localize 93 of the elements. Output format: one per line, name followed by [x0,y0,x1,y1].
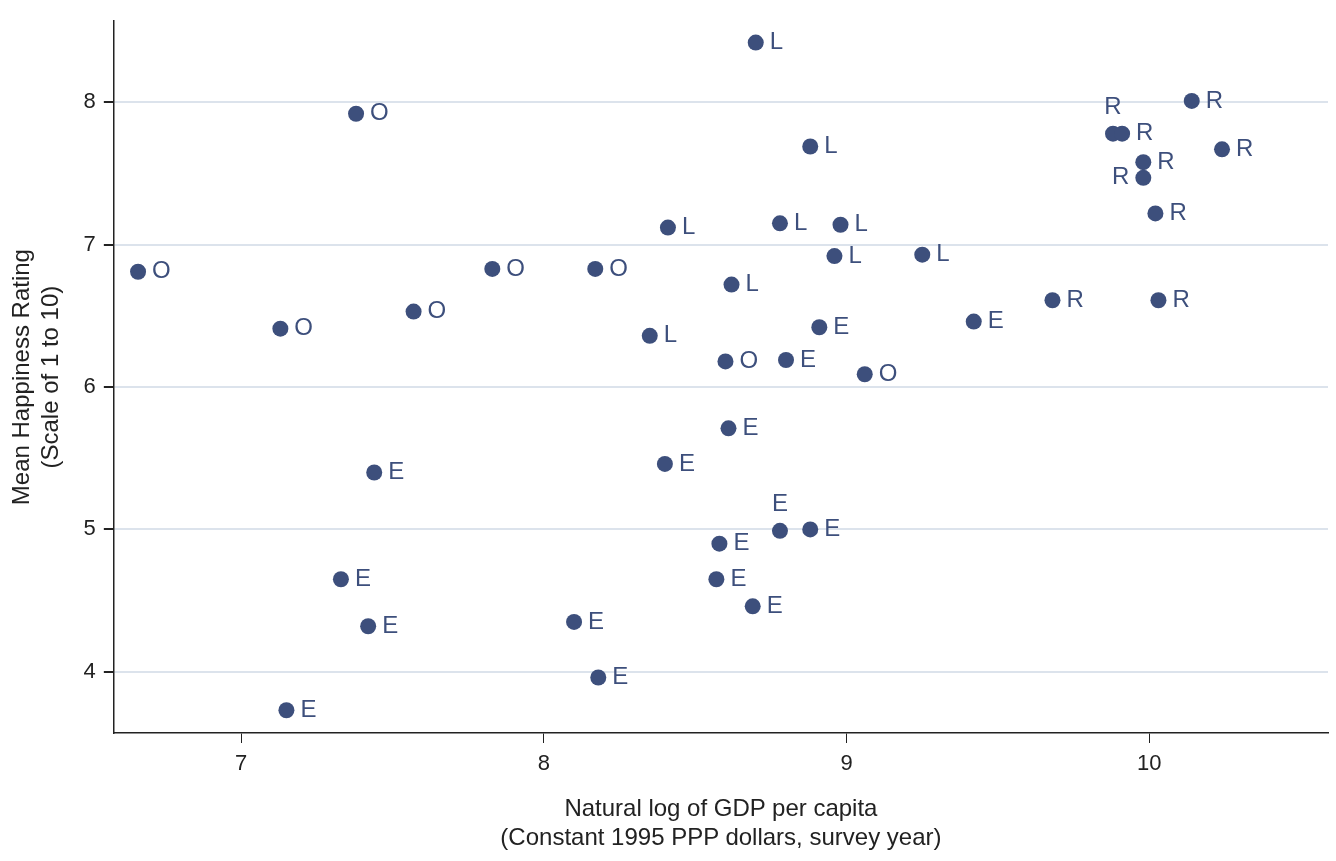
data-label: R [1172,284,1190,312]
data-label: E [300,694,317,722]
point [832,216,849,233]
point [1135,154,1152,171]
point [1183,92,1200,109]
point [723,276,740,293]
y-tick-label: 7 [83,230,96,256]
y-axis-title: Mean Happiness Rating (Scale of 1 to 10) [7,249,63,506]
point [278,702,295,719]
y-tick-label: 5 [83,515,96,541]
point [802,521,819,538]
point [914,246,931,263]
data-label: E [833,311,850,339]
point [811,319,828,336]
point [1135,169,1152,186]
x-tick-label: 9 [840,750,853,776]
data-label: R [1157,146,1175,174]
data-label: E [588,606,605,634]
point [771,215,788,232]
data-label: R [1205,85,1224,113]
point [1214,141,1231,158]
point [332,571,349,588]
point [405,303,422,320]
data-label: R [1104,92,1122,120]
point [771,522,788,539]
data-label: L [848,240,862,268]
point [1044,292,1061,309]
point [587,260,604,277]
data-label: E [800,344,817,372]
y-tick-label: 8 [83,88,96,114]
data-label: E [388,457,405,485]
point [747,34,764,51]
data-label: E [742,412,759,440]
point [1147,205,1164,222]
x-axis-title: Natural log of GDP per capita (Constant 1995 PPP dollars, survey year) [500,794,942,851]
y-tick-label: 6 [83,373,96,399]
data-label: O [294,313,314,341]
data-label: O [427,296,447,324]
point [717,353,734,370]
data-label: E [766,590,783,618]
data-label: O [370,98,389,126]
point [856,366,873,383]
data-label: E [382,610,399,638]
point [744,598,761,615]
point [778,352,795,369]
data-label: R [1169,198,1187,226]
point [360,618,377,635]
data-label: E [678,448,695,476]
point [348,105,365,122]
data-label: E [824,514,841,542]
point [802,138,819,155]
data-label: L [936,239,950,267]
point [1150,292,1167,309]
data-label: E [987,306,1004,334]
y-tick-label: 4 [83,657,96,683]
point [272,320,289,337]
data-label: R [1066,284,1084,312]
data-label: L [824,131,838,159]
x-tick-label: 7 [234,750,248,776]
data-label: R [1111,162,1130,190]
data-label: O [739,346,759,374]
point [711,535,728,552]
data-label: O [609,253,628,281]
point [720,420,737,437]
data-label: E [354,563,371,591]
point [965,313,982,330]
point [366,464,383,481]
data-label: E [612,662,629,690]
data-label: O [152,256,171,284]
data-label: E [733,528,750,556]
point [659,219,676,236]
data-label: L [854,209,868,237]
point [484,260,501,277]
point [130,263,147,280]
point [590,669,607,686]
data-label: O [506,253,525,281]
data-label: L [745,269,759,297]
point [656,455,673,472]
data-label: E [771,489,788,517]
point [826,248,843,265]
x-tick-label: 8 [537,750,550,776]
data-label: E [730,563,747,591]
data-label: R [1136,118,1154,146]
x-tick-label: 10 [1137,750,1162,776]
data-label: L [793,207,808,235]
data-label: L [769,27,784,55]
point [641,327,658,344]
point [566,613,583,630]
data-label: L [663,320,678,348]
data-label: R [1236,133,1254,161]
data-label: O [878,358,898,386]
data-label: L [681,212,696,240]
point [708,571,725,588]
